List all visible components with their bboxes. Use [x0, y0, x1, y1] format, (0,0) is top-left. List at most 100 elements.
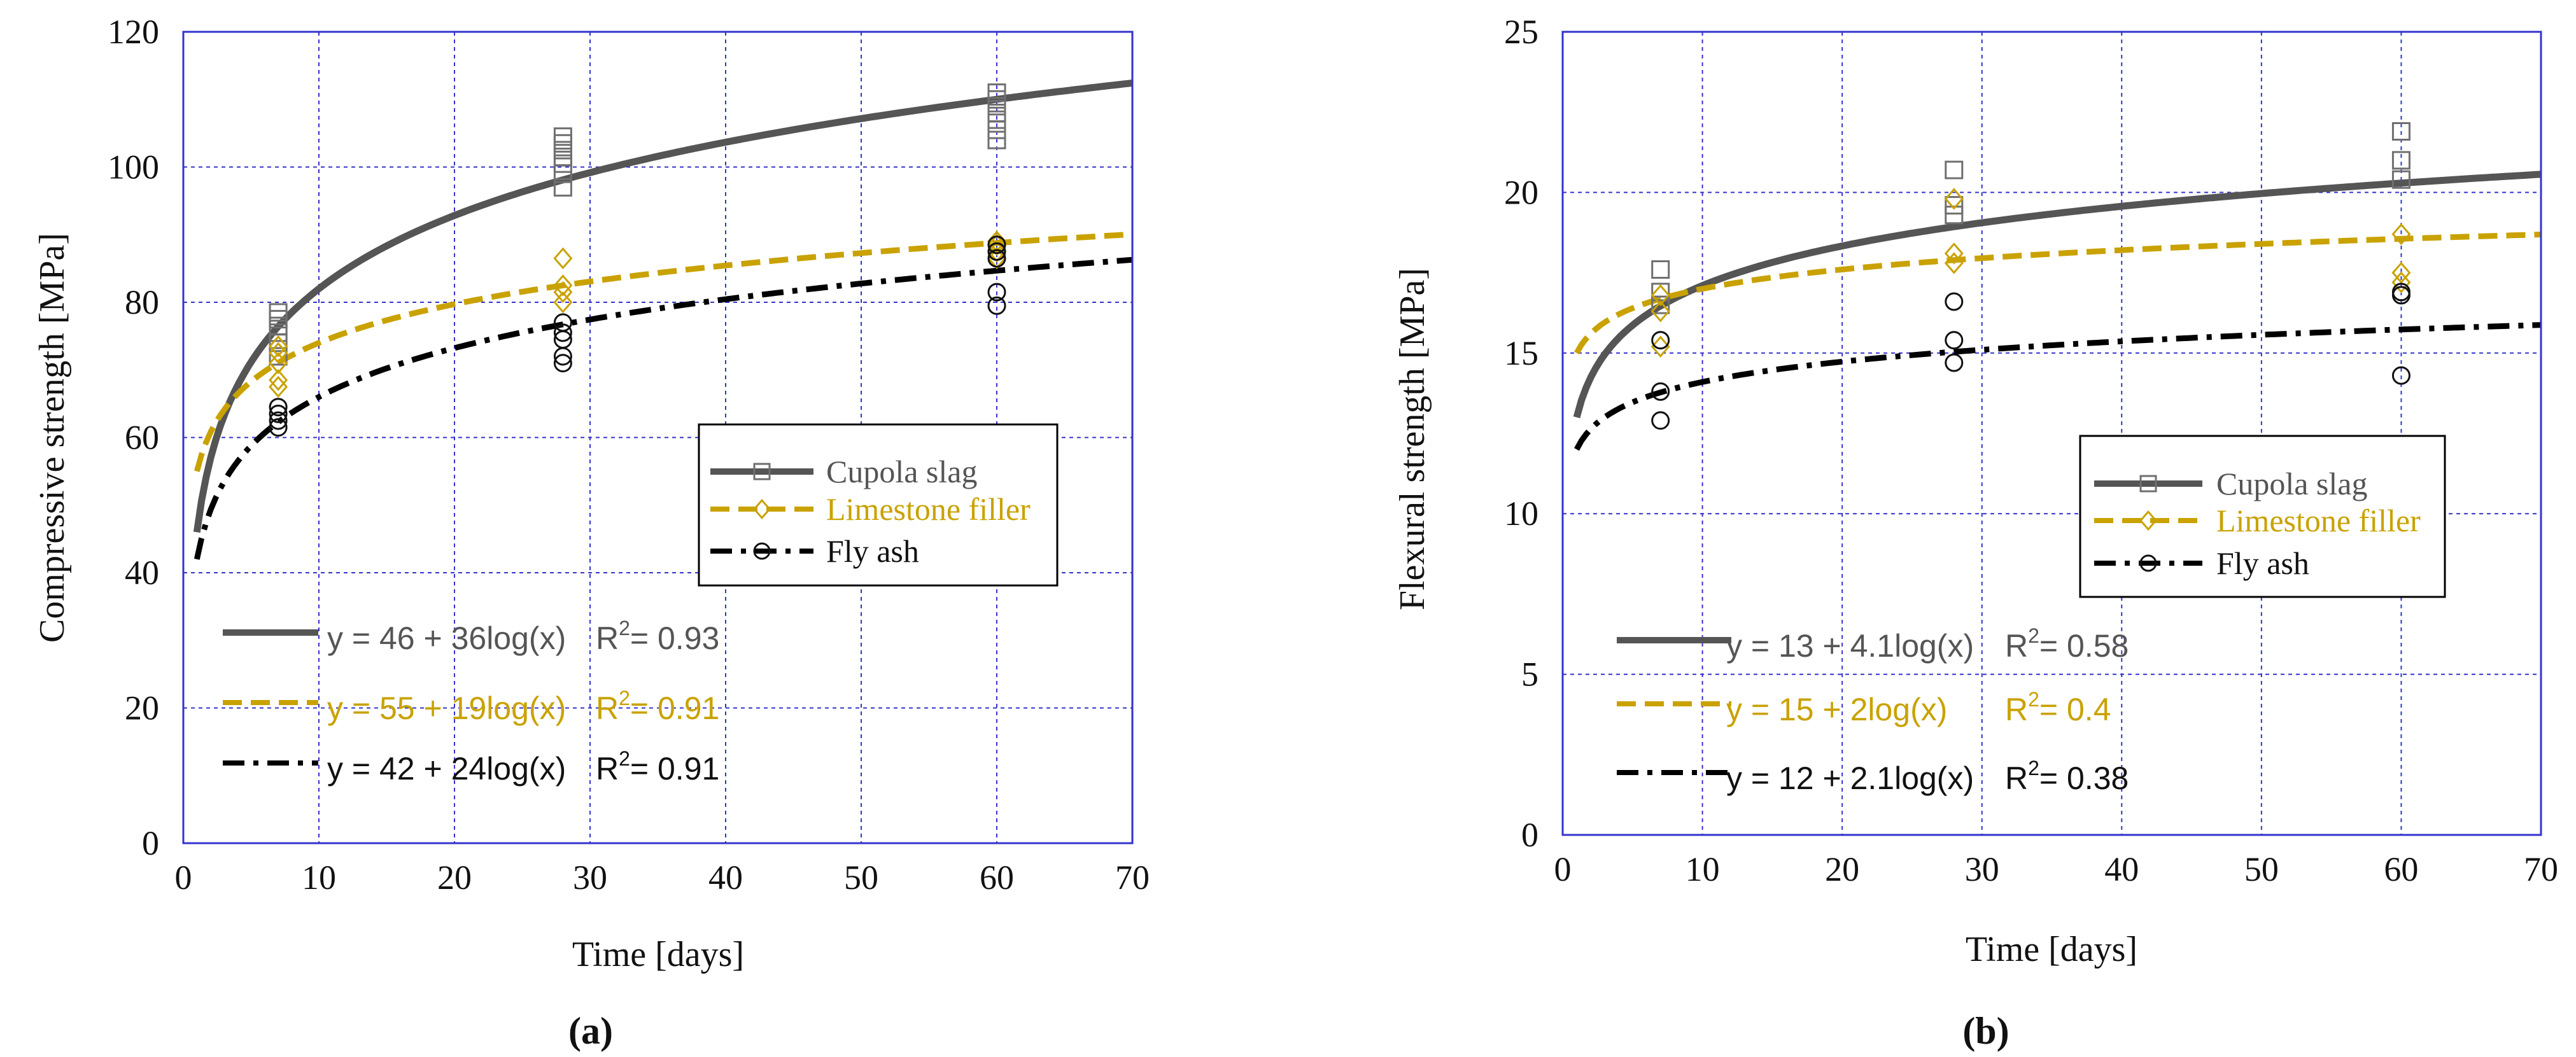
- panel-b-point-fly-ash-6: [2391, 366, 2411, 385]
- panel-b-y-tick-10: 10: [1504, 494, 1538, 533]
- panel-b-panel-label: (b): [1962, 1010, 2009, 1052]
- panel-b-point-limestone-filler-4: [1944, 242, 1964, 265]
- panel-a-point-cupola-slag-6: [553, 178, 572, 197]
- panel-b-eq-text-fly-ash: y = 12 + 2.1log(x): [1726, 760, 1974, 796]
- panel-a-legend-entry-fly-ash: Fly ash: [710, 533, 919, 569]
- panel-b-point-limestone-filler-2: [1650, 284, 1670, 307]
- panel-b-y-tick-25: 25: [1504, 13, 1538, 51]
- panel-b-point-cupola-slag-8: [2391, 122, 2411, 141]
- panel-b-fit-fly-ash: [1574, 322, 2542, 451]
- panel-a-x-tick-30: 30: [573, 858, 607, 897]
- panel-a-x-tick-70: 70: [1115, 858, 1150, 897]
- panel-a-points: [269, 83, 1006, 437]
- panel-b-eq-r2-cupola-slag: R2= 0.58: [2005, 624, 2129, 664]
- panel-b-eq-r2-symbol-cupola-slag: R: [2005, 628, 2028, 664]
- panel-a: 0 10 20 30 40 50 60 70 0 20 40 60 80 100 120 Time [da…: [32, 13, 1150, 1052]
- panel-b-point-cupola-slag-5: [1945, 160, 1964, 179]
- panel-b-x-tick-10: 10: [1686, 850, 1720, 888]
- panel-a-eq-r2-sup-fly-ash: 2: [619, 747, 630, 770]
- panel-a-eq-r2-value-fly-ash: = 0.91: [630, 751, 719, 787]
- panel-a-eq-r2-fly-ash: R2= 0.91: [596, 747, 719, 787]
- panel-b-eq-text-limestone-filler: y = 15 + 2log(x): [1726, 692, 1947, 727]
- panel-b-point-limestone-filler-3: [1944, 252, 1964, 274]
- panel-b-y-tick-20: 20: [1504, 173, 1538, 211]
- panel-a-y-tick-0: 0: [142, 824, 159, 862]
- panel-a-y-tick-20: 20: [125, 689, 159, 727]
- panel-b-eq-r2-symbol-limestone-filler: R: [2005, 692, 2028, 727]
- panel-a-point-fly-ash-11: [987, 249, 1006, 268]
- panel-b-point-fly-ash-1: [1651, 382, 1670, 401]
- panel-b-eq-r2-sup-fly-ash: 2: [2028, 757, 2039, 780]
- panel-a-y-tick-120: 120: [108, 13, 159, 51]
- panel-a-y-tick-40: 40: [125, 554, 159, 592]
- panel-b-legend-box: [2079, 435, 2446, 598]
- panel-a-point-limestone-filler-1: [269, 368, 288, 391]
- panel-b-eq-r2-symbol-fly-ash: R: [2005, 760, 2028, 796]
- panel-b-legend-marker-fly-ash: [2139, 554, 2157, 572]
- panel-b-point-cupola-slag-4: [1945, 196, 1964, 215]
- panel-a-point-cupola-slag-0: [269, 347, 288, 366]
- panel-a-x-tick-0: 0: [175, 858, 192, 897]
- panel-a-x-axis-label: Time [days]: [572, 935, 744, 974]
- panel-a-panel-label: (a): [568, 1010, 613, 1052]
- panel-b-x-axis-label: Time [days]: [1966, 930, 2137, 969]
- panel-a-point-fly-ash-10: [987, 283, 1006, 302]
- panel-a-point-fly-ash-13: [987, 235, 1006, 255]
- panel-a-point-fly-ash-8: [553, 313, 572, 332]
- panel-b-point-cupola-slag-2: [1651, 260, 1670, 279]
- panel-a-eq-text-cupola-slag: y = 46 + 36log(x): [327, 620, 566, 656]
- panel-b-point-fly-ash-2: [1651, 331, 1670, 350]
- panel-b-eq-r2-fly-ash: R2= 0.38: [2005, 757, 2129, 796]
- panel-a-point-limestone-filler-5: [553, 291, 573, 314]
- panel-b-point-limestone-filler-8: [2391, 223, 2411, 246]
- panel-b-fit-cupola-slag: [1573, 171, 2542, 419]
- panel-a-x-tick-50: 50: [844, 858, 878, 897]
- panel-a-y-tick-60: 60: [125, 419, 159, 457]
- panel-b-point-cupola-slag-0: [1651, 295, 1670, 314]
- panel-b-x-tick-30: 30: [1965, 850, 1999, 888]
- panel-b-y-axis-label: Flexural strength [MPa]: [1393, 268, 1432, 610]
- panel-b-point-cupola-slag-3: [1945, 206, 1964, 225]
- panel-b-eq-r2-sup-limestone-filler: 2: [2028, 688, 2039, 711]
- panel-b-point-cupola-slag-1: [1651, 283, 1670, 302]
- panel-b-x-tick-70: 70: [2524, 850, 2558, 888]
- panel-a-frame: [182, 31, 1134, 844]
- panel-b-x-tick-0: 0: [1554, 850, 1572, 888]
- panel-a-point-fly-ash-0: [269, 418, 288, 437]
- panel-b-legend-entry-fly-ash: Fly ash: [2094, 545, 2309, 581]
- panel-a-y-axis-label: Compressive strength [MPa]: [32, 233, 72, 643]
- panel-b-point-limestone-filler-1: [1650, 300, 1670, 323]
- panel-b-eq-r2-sup-cupola-slag: 2: [2028, 624, 2039, 647]
- panel-b-plot-area: [1561, 31, 2542, 836]
- panel-a-legend-marker-cupola-slag: [753, 463, 771, 480]
- panel-a-x-tick-60: 60: [980, 858, 1014, 897]
- panel-a-legend-label-cupola-slag: Cupola slag: [826, 454, 977, 489]
- panel-a-y-tick-80: 80: [125, 283, 159, 321]
- panel-a-legend-entry-limestone-filler: Limestone filler: [710, 491, 1031, 527]
- panel-b-equations: y = 13 + 4.1log(x) R2= 0.58y = 15 + 2log(…: [1617, 624, 2129, 796]
- panel-a-fit-lines: [193, 80, 1133, 560]
- panel-b: 0 10 20 30 40 50 60 70 0 5 10 15 20 25 Time [days] F…: [1393, 13, 2558, 1052]
- panel-b-legend-entry-cupola-slag: Cupola slag: [2094, 466, 2367, 501]
- panel-b-point-limestone-filler-5: [1944, 188, 1964, 210]
- panel-b-point-fly-ash-8: [2391, 283, 2411, 302]
- panel-a-eq-r2-limestone-filler: R2= 0.91: [596, 687, 719, 726]
- panel-a-x-tick-40: 40: [708, 858, 743, 897]
- panel-a-point-limestone-filler-11: [987, 234, 1006, 256]
- panel-b-eq-r2-value-fly-ash: = 0.38: [2039, 760, 2129, 796]
- panel-b-point-limestone-filler-6: [2391, 271, 2411, 293]
- panel-a-eq-r2-value-limestone-filler: = 0.91: [630, 690, 719, 726]
- panel-b-legend-marker-cupola-slag: [2139, 475, 2157, 493]
- panel-a-point-fly-ash-7: [553, 323, 572, 342]
- panel-b-point-cupola-slag-7: [2391, 151, 2411, 170]
- panel-a-legend-marker-fly-ash: [753, 542, 771, 560]
- panel-b-point-limestone-filler-0: [1650, 335, 1670, 358]
- panel-a-eq-r2-sup-limestone-filler: 2: [619, 687, 630, 710]
- panel-b-x-tick-60: 60: [2384, 850, 2418, 888]
- panel-b-point-fly-ash-4: [1945, 331, 1964, 350]
- panel-a-point-fly-ash-2: [269, 404, 288, 423]
- panel-b-y-ticks: 0 5 10 15 20 25: [1504, 13, 1538, 854]
- panel-b-legend-label-limestone-filler: Limestone filler: [2216, 503, 2421, 538]
- panel-a-point-limestone-filler-7: [553, 274, 573, 297]
